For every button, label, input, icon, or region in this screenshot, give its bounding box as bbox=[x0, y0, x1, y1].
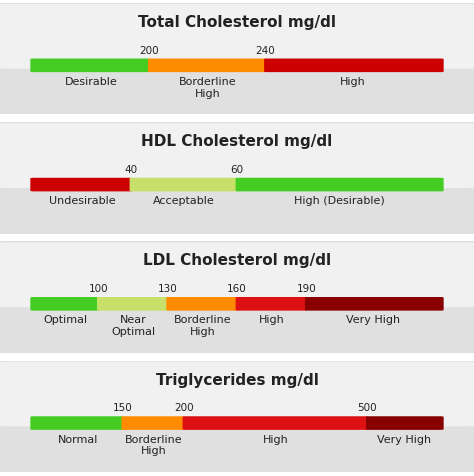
Text: LDL Cholesterol mg/dl: LDL Cholesterol mg/dl bbox=[143, 253, 331, 268]
FancyBboxPatch shape bbox=[0, 124, 474, 188]
Text: Borderline
High: Borderline High bbox=[173, 315, 231, 337]
Text: Undesirable: Undesirable bbox=[49, 196, 115, 206]
Text: Borderline
High: Borderline High bbox=[179, 77, 236, 99]
FancyBboxPatch shape bbox=[0, 243, 474, 307]
FancyBboxPatch shape bbox=[0, 238, 474, 357]
FancyBboxPatch shape bbox=[0, 0, 474, 119]
Text: Desirable: Desirable bbox=[65, 77, 118, 87]
Text: High: High bbox=[340, 77, 366, 87]
FancyBboxPatch shape bbox=[0, 357, 474, 476]
Text: Near
Optimal: Near Optimal bbox=[111, 315, 155, 337]
Text: 190: 190 bbox=[296, 284, 316, 294]
Text: Borderline
High: Borderline High bbox=[125, 434, 182, 456]
Text: 200: 200 bbox=[139, 46, 159, 56]
Text: Very High: Very High bbox=[377, 434, 431, 444]
Text: Normal: Normal bbox=[58, 434, 98, 444]
FancyBboxPatch shape bbox=[30, 416, 124, 430]
Text: High: High bbox=[263, 434, 289, 444]
Text: 500: 500 bbox=[357, 403, 377, 413]
FancyBboxPatch shape bbox=[121, 416, 185, 430]
Text: High (Desirable): High (Desirable) bbox=[293, 196, 384, 206]
FancyBboxPatch shape bbox=[0, 362, 474, 426]
FancyBboxPatch shape bbox=[0, 5, 474, 69]
FancyBboxPatch shape bbox=[0, 119, 474, 238]
FancyBboxPatch shape bbox=[236, 298, 308, 311]
FancyBboxPatch shape bbox=[236, 178, 444, 192]
Text: Very High: Very High bbox=[346, 315, 401, 325]
FancyBboxPatch shape bbox=[97, 298, 169, 311]
Text: 240: 240 bbox=[255, 46, 275, 56]
FancyBboxPatch shape bbox=[30, 298, 100, 311]
Text: HDL Cholesterol mg/dl: HDL Cholesterol mg/dl bbox=[141, 134, 333, 149]
FancyBboxPatch shape bbox=[148, 60, 267, 73]
Text: Acceptable: Acceptable bbox=[153, 196, 215, 206]
Text: Optimal: Optimal bbox=[44, 315, 88, 325]
FancyBboxPatch shape bbox=[264, 60, 444, 73]
Text: Triglycerides mg/dl: Triglycerides mg/dl bbox=[155, 372, 319, 387]
Text: 150: 150 bbox=[113, 403, 133, 413]
Text: 160: 160 bbox=[227, 284, 247, 294]
FancyBboxPatch shape bbox=[305, 298, 444, 311]
Text: 100: 100 bbox=[89, 284, 108, 294]
FancyBboxPatch shape bbox=[30, 178, 132, 192]
FancyBboxPatch shape bbox=[166, 298, 238, 311]
Text: High: High bbox=[259, 315, 284, 325]
Text: 200: 200 bbox=[174, 403, 194, 413]
Text: 40: 40 bbox=[125, 165, 137, 175]
Text: 130: 130 bbox=[158, 284, 178, 294]
FancyBboxPatch shape bbox=[182, 416, 369, 430]
Text: 60: 60 bbox=[230, 165, 244, 175]
FancyBboxPatch shape bbox=[129, 178, 238, 192]
FancyBboxPatch shape bbox=[30, 60, 151, 73]
Text: Total Cholesterol mg/dl: Total Cholesterol mg/dl bbox=[138, 15, 336, 30]
FancyBboxPatch shape bbox=[366, 416, 444, 430]
